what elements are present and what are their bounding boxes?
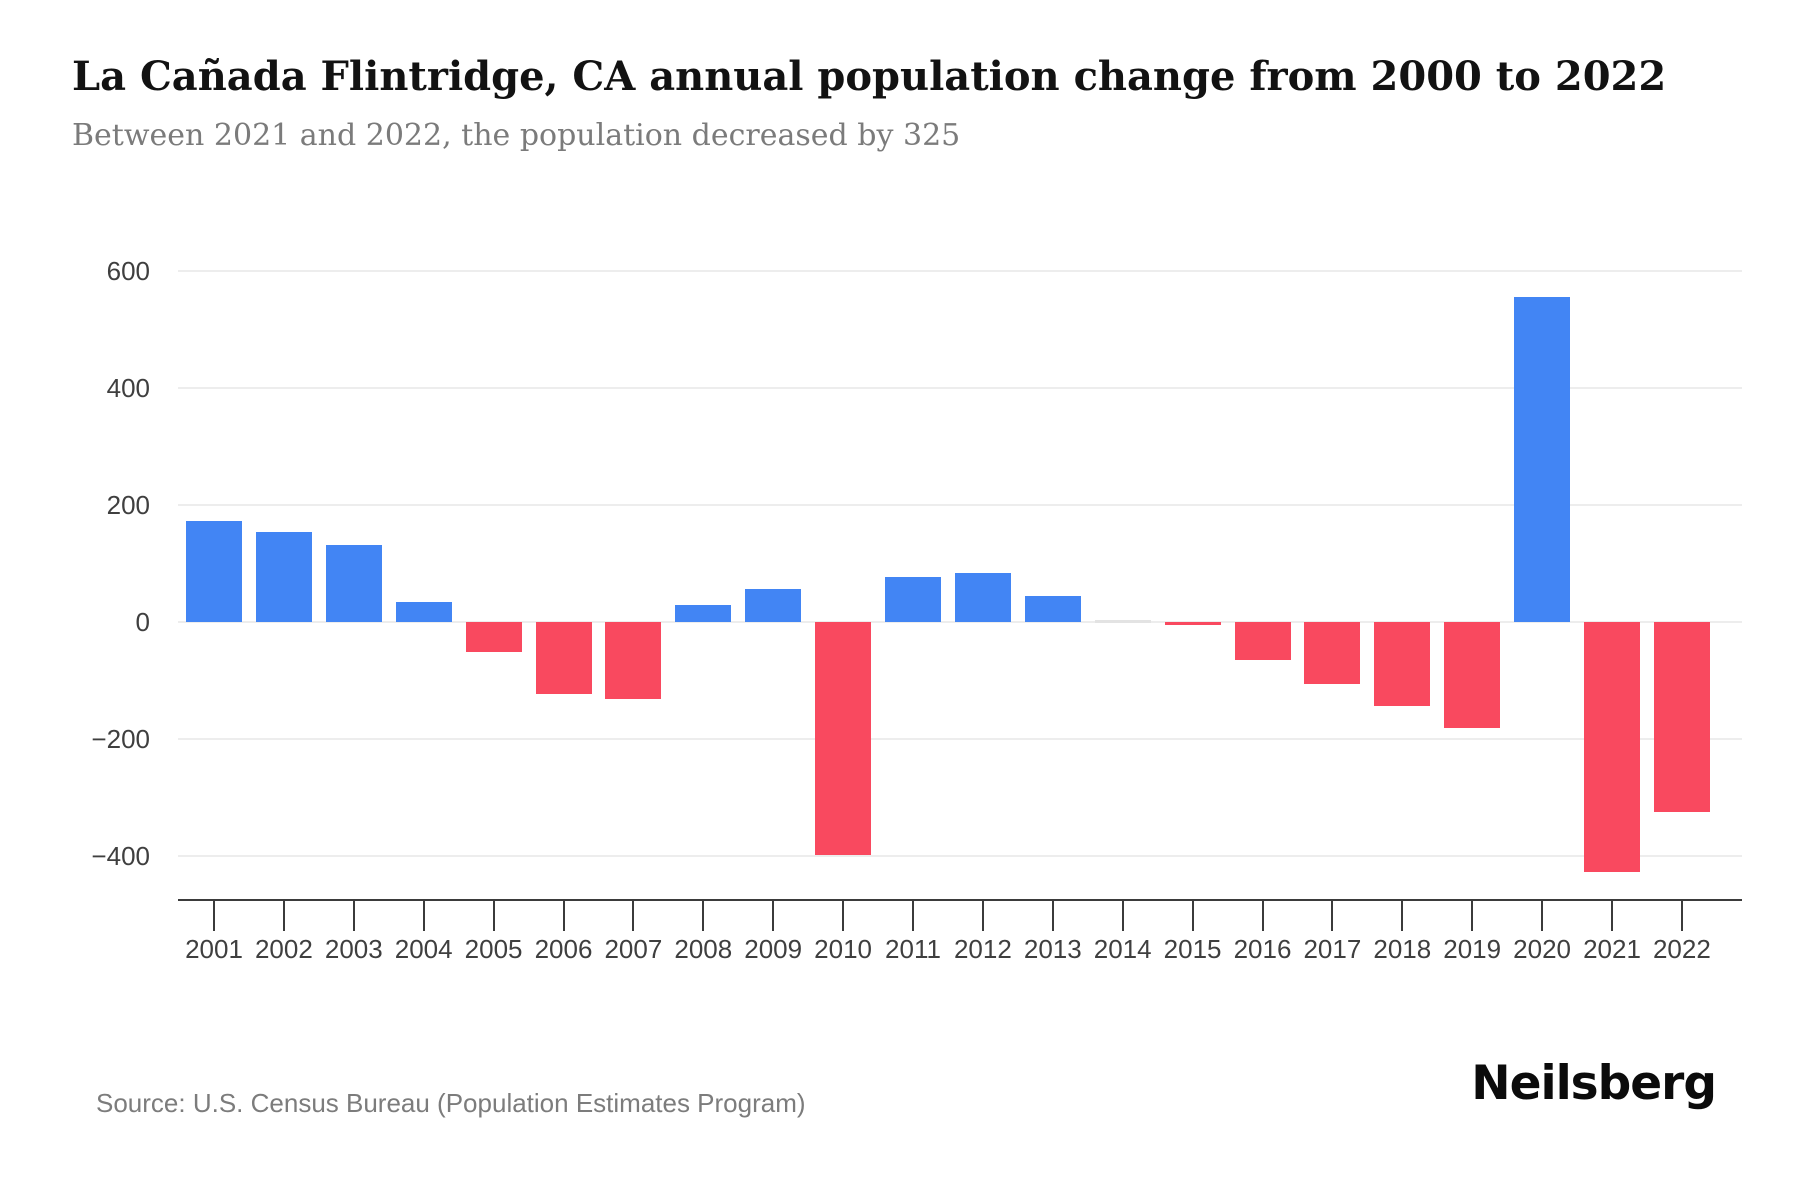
x-tick-2008 (702, 901, 705, 931)
bar-2013[interactable] (1024, 596, 1081, 622)
y-axis-label-400: 400 (106, 373, 150, 403)
y-axis-label-200: 200 (106, 490, 150, 520)
x-axis-label-2013: 2013 (1023, 934, 1082, 964)
x-axis-label-2004: 2004 (394, 934, 453, 964)
x-axis-label-2006: 2006 (534, 934, 593, 964)
x-tick-2010 (842, 901, 845, 931)
y-axis-label-600: 600 (106, 256, 150, 286)
x-tick-2018 (1401, 901, 1404, 931)
bar-2018[interactable] (1374, 622, 1431, 706)
bar-2022[interactable] (1653, 622, 1710, 813)
x-axis-label-2016: 2016 (1233, 934, 1292, 964)
x-tick-2013 (1051, 901, 1054, 931)
bar-2005[interactable] (465, 622, 522, 652)
x-axis-label-2005: 2005 (464, 934, 523, 964)
x-axis-label-2018: 2018 (1373, 934, 1432, 964)
bar-2011[interactable] (885, 576, 941, 622)
x-axis-label-2021: 2021 (1583, 934, 1641, 964)
bar-2004[interactable] (395, 602, 452, 622)
x-axis-label-2003: 2003 (324, 934, 383, 964)
chart-title: La Cañada Flintridge, CA annual populati… (72, 53, 1667, 100)
brand-logo: Neilsberg (1471, 1056, 1717, 1111)
x-tick-2021 (1611, 901, 1613, 931)
x-axis-label-2010: 2010 (814, 934, 873, 964)
x-axis-label-2014: 2014 (1093, 934, 1152, 964)
bar-2007[interactable] (605, 622, 662, 699)
chart-subtitle: Between 2021 and 2022, the population de… (72, 118, 961, 153)
x-axis-label-2007: 2007 (604, 934, 663, 964)
x-axis-label-2015: 2015 (1163, 934, 1222, 964)
gridline-0 (178, 621, 1742, 623)
x-tick-2007 (632, 901, 635, 931)
bar-2019[interactable] (1444, 622, 1501, 729)
x-tick-2001 (213, 901, 215, 931)
bar-2010[interactable] (815, 622, 872, 855)
x-axis-label-2002: 2002 (254, 934, 313, 964)
x-axis-label-2009: 2009 (744, 934, 803, 964)
x-axis-label-2022: 2022 (1652, 934, 1711, 964)
x-tick-2019 (1471, 901, 1474, 931)
x-tick-2012 (981, 901, 984, 931)
x-tick-2020 (1541, 901, 1544, 931)
bar-2017[interactable] (1304, 622, 1361, 684)
gridline--400 (178, 855, 1742, 857)
bar-2009[interactable] (745, 588, 802, 622)
x-axis-label-2011: 2011 (885, 934, 941, 964)
bar-2002[interactable] (255, 532, 312, 622)
x-tick-2014 (1121, 901, 1124, 931)
x-tick-2009 (772, 901, 775, 931)
x-tick-2016 (1261, 901, 1264, 931)
gridline-600 (178, 270, 1742, 272)
bar-2016[interactable] (1234, 622, 1291, 661)
y-axis-label--200: −200 (91, 724, 150, 754)
x-tick-2002 (282, 901, 285, 931)
bar-2006[interactable] (535, 622, 592, 694)
y-axis-label-0: 0 (135, 607, 150, 637)
bar-2021[interactable] (1584, 622, 1640, 872)
x-axis-label-2001: 2001 (185, 934, 243, 964)
x-tick-2004 (422, 901, 425, 931)
x-axis-label-2012: 2012 (953, 934, 1012, 964)
bar-2020[interactable] (1514, 297, 1571, 622)
bar-2008[interactable] (675, 605, 732, 622)
bar-2014[interactable] (1094, 620, 1151, 623)
x-axis-label-2008: 2008 (674, 934, 733, 964)
x-tick-2006 (562, 901, 565, 931)
x-axis-label-2020: 2020 (1513, 934, 1572, 964)
x-tick-2017 (1331, 901, 1334, 931)
source-note: Source: U.S. Census Bureau (Population E… (96, 1088, 806, 1118)
bar-2001[interactable] (186, 520, 242, 622)
gridline-400 (178, 387, 1742, 389)
y-axis-label--400: −400 (91, 841, 150, 871)
x-tick-2011 (912, 901, 914, 931)
x-axis-label-2019: 2019 (1443, 934, 1502, 964)
bar-2003[interactable] (325, 544, 382, 622)
x-tick-2003 (352, 901, 355, 931)
x-tick-2005 (492, 901, 495, 931)
gridline-200 (178, 504, 1742, 506)
x-axis-line (178, 899, 1742, 901)
x-tick-2015 (1191, 901, 1194, 931)
bar-2012[interactable] (954, 573, 1011, 622)
x-tick-2022 (1680, 901, 1683, 931)
bar-2015[interactable] (1164, 622, 1221, 625)
gridline--200 (178, 738, 1742, 740)
x-axis-label-2017: 2017 (1303, 934, 1362, 964)
